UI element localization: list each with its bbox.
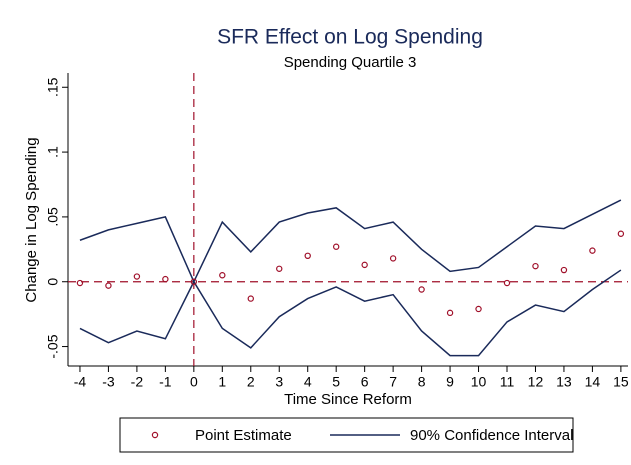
chart-subtitle: Spending Quartile 3 [284,54,417,71]
x-tick-label: 11 [500,374,515,390]
y-tick-label: -.05 [45,334,61,358]
x-tick-label: 7 [389,374,397,390]
x-tick-label: 6 [361,374,369,390]
x-tick-label: 3 [275,374,283,390]
point [332,243,340,250]
y-tick-label: .1 [45,146,61,158]
point [389,255,397,262]
x-tick-label: 10 [471,374,487,390]
x-tick-label: -3 [102,374,115,390]
x-tick-label: 1 [218,374,226,390]
point [475,305,482,313]
y-tick-label: 0 [45,278,61,286]
x-tick-label: 9 [446,374,454,390]
point [162,275,169,283]
x-tick-label: 0 [190,374,198,390]
legend-label: 90% Confidence Interval [410,427,573,444]
point [503,279,511,287]
x-tick-label: 15 [613,374,629,390]
x-tick-label: 5 [332,374,340,390]
point [133,273,141,280]
point [190,278,198,285]
point [219,272,226,279]
x-tick-label: -1 [159,374,172,390]
y-axis-label: Change in Log Spending [23,137,40,302]
x-tick-label: 8 [418,374,426,390]
y-tick-label: .05 [45,207,61,227]
point [276,265,283,272]
x-tick-label: 4 [304,374,312,390]
x-tick-label: 12 [528,374,544,390]
point [532,262,539,270]
x-tick-label: 2 [247,374,255,390]
x-tick-label: 13 [556,374,572,390]
point [589,247,596,254]
x-axis-label: Time Since Reform [284,391,412,408]
point [418,286,425,293]
point [76,279,84,287]
point [361,261,368,269]
point [247,295,254,302]
legend-marker [151,431,159,439]
point [105,282,112,289]
ci-line [79,199,622,284]
legend-box [119,417,574,453]
legend-label: Point Estimate [195,427,292,444]
point [446,309,454,317]
point [617,230,625,237]
x-tick-label: -4 [74,374,87,390]
y-tick-label: .15 [45,77,61,97]
point [304,252,311,260]
chart-title: SFR Effect on Log Spending [217,26,483,49]
x-tick-label: 14 [585,374,601,390]
point [560,266,568,274]
x-tick-label: -2 [131,374,144,390]
ci-line [79,269,622,357]
